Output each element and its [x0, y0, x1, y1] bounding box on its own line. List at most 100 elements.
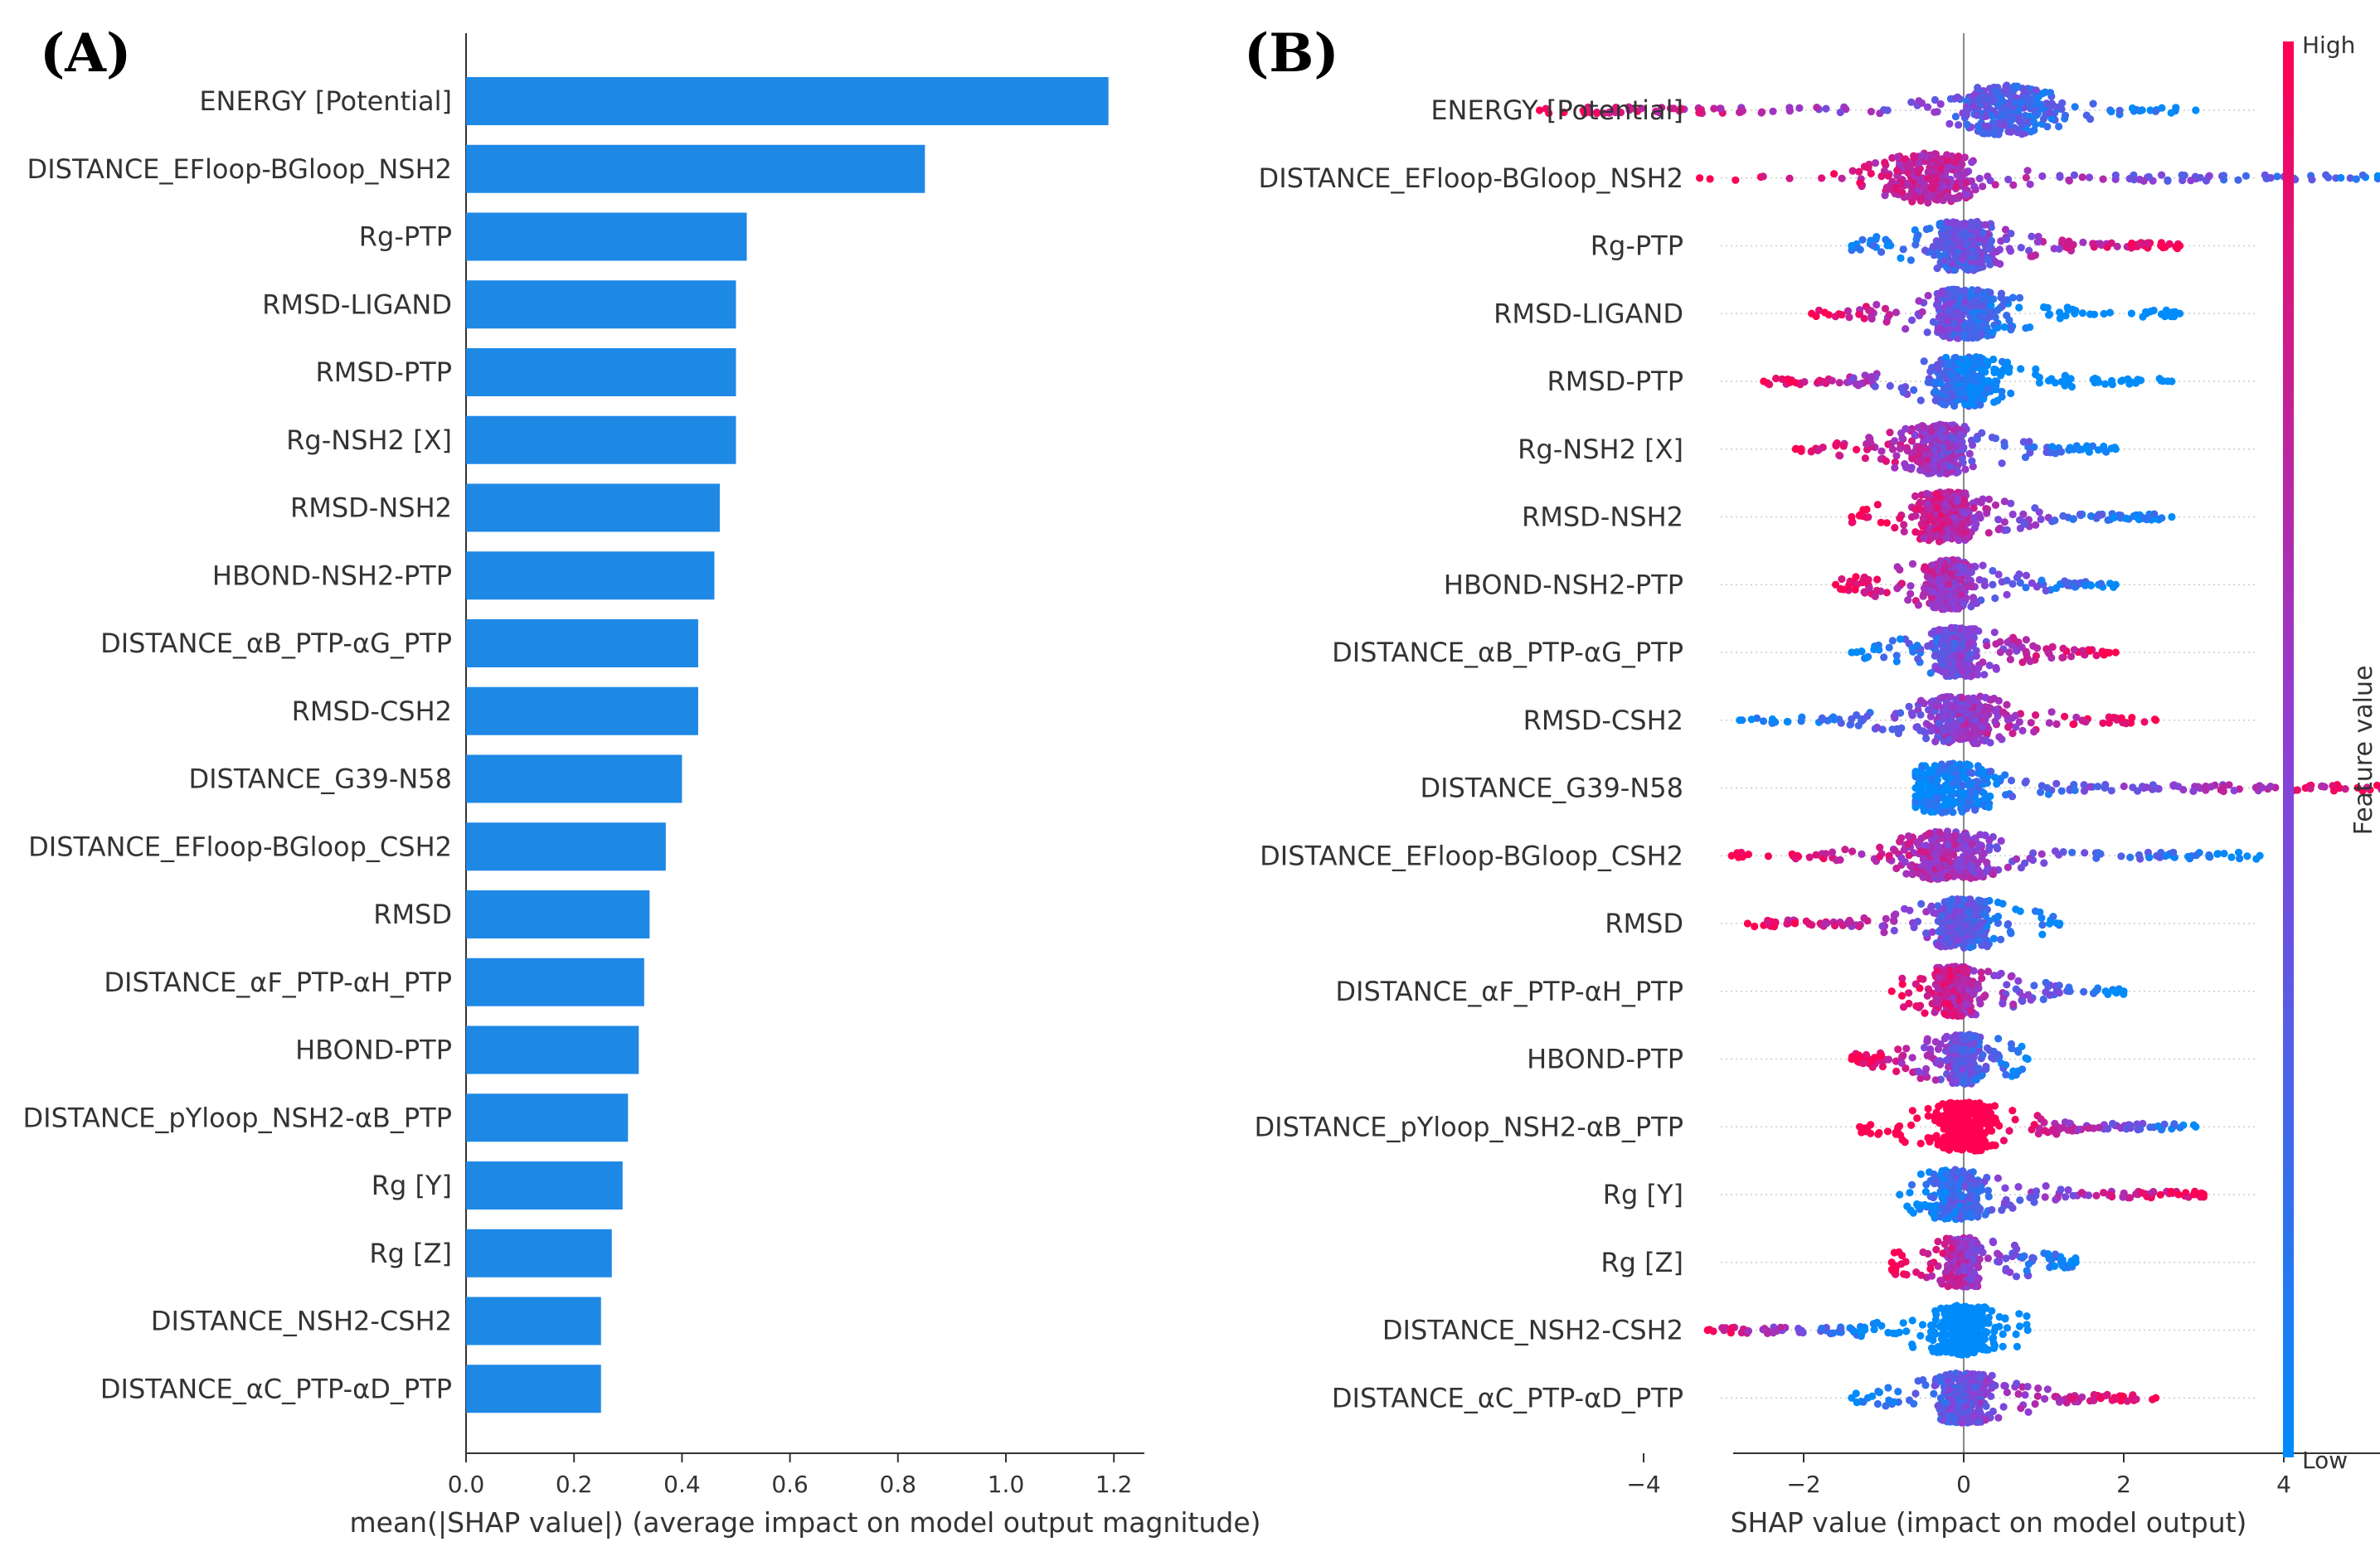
swarm-point — [1929, 561, 1936, 569]
swarm-point — [1918, 835, 1926, 842]
swarm-point — [1950, 639, 1958, 647]
swarm-point — [1926, 830, 1933, 837]
bar-distance-f-ptp-h-ptp — [466, 958, 644, 1006]
swarm-distance-efloop-bgloop-nsh2 — [1696, 149, 2380, 206]
swarm-point — [1964, 374, 1971, 381]
swarm-point — [1989, 581, 1996, 589]
swarm-point — [1992, 181, 1999, 188]
swarm-point — [1989, 870, 1996, 878]
swarm-point — [1976, 841, 1984, 849]
swarm-point — [2095, 446, 2102, 453]
swarm-point — [2002, 86, 2009, 94]
swarm-point — [1865, 576, 1872, 584]
swarm-point — [1998, 837, 2005, 845]
swarm-point — [1940, 400, 1947, 408]
swarm-point — [1959, 256, 1966, 264]
swarm-point — [1955, 359, 1962, 366]
swarm-point — [2140, 718, 2148, 725]
swarm-point — [1942, 706, 1950, 714]
swarm-point — [2008, 115, 2016, 123]
swarm-point — [1986, 662, 1994, 669]
swarm-point — [1855, 311, 1863, 318]
swarm-point — [1962, 179, 1970, 187]
swarm-point — [1943, 667, 1950, 675]
swarm-point — [2142, 308, 2149, 316]
swarm-point — [2114, 243, 2121, 250]
swarm-point — [2086, 647, 2094, 655]
swarm-point — [1808, 448, 1815, 455]
swarm-point — [1966, 696, 1974, 704]
swarm-point — [2294, 786, 2301, 793]
swarm-point — [2120, 783, 2128, 790]
swarm-point — [1942, 354, 1950, 361]
swarm-point — [2018, 727, 2026, 735]
swarm-point — [2136, 176, 2144, 183]
swarm-point — [2101, 310, 2108, 318]
swarm-point — [1795, 104, 1803, 112]
swarm-point — [1927, 713, 1935, 720]
swarm-point — [1882, 458, 1890, 465]
bar-x-tick-label: 0.2 — [556, 1471, 593, 1498]
bar-label-distance-nsh2-csh2: DISTANCE_NSH2-CSH2 — [151, 1306, 452, 1337]
swarm-point — [1966, 943, 1974, 951]
swarm-point — [1717, 104, 1724, 112]
swarm-point — [1964, 662, 1971, 670]
swarm-point — [2079, 309, 2086, 317]
swarm-point — [1957, 590, 1965, 598]
swarm-point — [1955, 524, 1963, 531]
swarm-point — [1951, 604, 1959, 612]
swarm-point — [1900, 389, 1907, 396]
swarm-point — [2235, 849, 2242, 856]
swarm-point — [2159, 377, 2167, 385]
swarm-point — [1957, 442, 1965, 449]
swarm-point — [1908, 710, 1916, 717]
swarm-point — [1838, 175, 1846, 182]
swarm-point — [2006, 245, 2013, 252]
swarm-point — [1889, 445, 1897, 453]
swarm-point — [1950, 851, 1957, 859]
swarm-point — [2023, 174, 2030, 182]
swarm-point — [1970, 182, 1978, 190]
swarm-point — [1884, 106, 1892, 114]
swarm-point — [1971, 253, 1979, 260]
swarm-point — [1986, 240, 1994, 248]
swarm-point — [1916, 498, 1924, 506]
swarm-point — [1979, 707, 1987, 715]
swarm-point — [2124, 376, 2131, 383]
swarm-point — [1931, 109, 1938, 116]
swarm-point — [1915, 768, 1922, 775]
swarm-point — [2081, 849, 2088, 856]
swarm-point — [1830, 170, 1838, 177]
swarm-point — [2319, 783, 2326, 790]
swarm-point — [1786, 107, 1794, 114]
swarm-point — [1989, 328, 1997, 336]
swarm-point — [2097, 579, 2105, 587]
swarm-point — [1946, 371, 1954, 378]
swarm-point — [1973, 229, 1980, 236]
swarm-point — [1977, 514, 1984, 521]
swarm-extreme-point — [2168, 513, 2175, 521]
swarm-point — [1939, 425, 1946, 433]
swarm-point — [2008, 793, 2016, 800]
swarm-point — [1998, 97, 2005, 104]
swarm-rmsd-ptp — [1760, 353, 2175, 410]
swarm-point — [1829, 848, 1836, 856]
swarm-point — [1995, 733, 2003, 740]
swarm-point — [2018, 121, 2026, 128]
swarm-point — [1928, 174, 1936, 182]
swarm-point — [2079, 173, 2086, 181]
swarm-point — [2206, 172, 2213, 180]
swarm-point — [1935, 325, 1942, 332]
swarm-point — [1973, 647, 1980, 654]
swarm-point — [1959, 312, 1966, 319]
swarm-point — [1966, 320, 1974, 327]
swarm-point — [1893, 167, 1901, 174]
swarm-point — [1946, 194, 1954, 201]
swarm-point — [1970, 504, 1978, 511]
swarm-point — [1945, 649, 1952, 657]
swarm-point — [1956, 716, 1964, 724]
swarm-point — [1855, 168, 1863, 176]
swarm-point — [1902, 325, 1909, 332]
swarm-point — [1917, 197, 1925, 205]
swarm-point — [1821, 308, 1829, 316]
